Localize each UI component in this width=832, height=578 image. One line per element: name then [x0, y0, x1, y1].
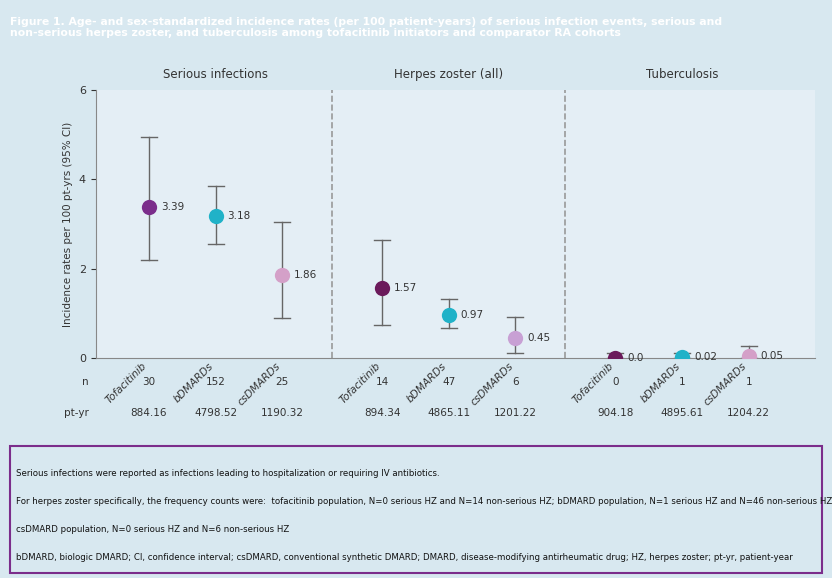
Text: n: n	[82, 377, 88, 387]
Text: 47: 47	[443, 377, 455, 387]
Text: For herpes zoster specifically, the frequency counts were:  tofacitinib populati: For herpes zoster specifically, the freq…	[17, 497, 832, 506]
Text: 1204.22: 1204.22	[727, 407, 770, 417]
Text: Tuberculosis: Tuberculosis	[646, 68, 718, 81]
Text: 884.16: 884.16	[131, 407, 167, 417]
Text: 0: 0	[612, 377, 619, 387]
Text: 152: 152	[206, 377, 225, 387]
Text: Serious infections were reported as infections leading to hospitalization or req: Serious infections were reported as infe…	[17, 469, 440, 478]
Text: Herpes zoster (all): Herpes zoster (all)	[394, 68, 503, 81]
Text: 0.45: 0.45	[527, 333, 551, 343]
Text: 1: 1	[745, 377, 752, 387]
Text: 4865.11: 4865.11	[428, 407, 470, 417]
Text: bDMARD, biologic DMARD; CI, confidence interval; csDMARD, conventional synthetic: bDMARD, biologic DMARD; CI, confidence i…	[17, 553, 793, 562]
Text: 1.86: 1.86	[295, 270, 318, 280]
Text: 904.18: 904.18	[597, 407, 634, 417]
Text: 0.05: 0.05	[760, 351, 784, 361]
Text: 1201.22: 1201.22	[494, 407, 537, 417]
Y-axis label: Incidence rates per 100 pt-yrs (95% CI): Incidence rates per 100 pt-yrs (95% CI)	[63, 121, 73, 327]
Text: 3.39: 3.39	[161, 202, 184, 212]
Text: Serious infections: Serious infections	[163, 68, 268, 81]
Text: 1190.32: 1190.32	[260, 407, 304, 417]
Text: 894.34: 894.34	[364, 407, 400, 417]
Text: 30: 30	[142, 377, 156, 387]
Text: 4895.61: 4895.61	[661, 407, 704, 417]
Text: Figure 1. Age- and sex-standardized incidence rates (per 100 patient-years) of s: Figure 1. Age- and sex-standardized inci…	[10, 17, 722, 38]
Text: 3.18: 3.18	[228, 211, 251, 221]
Text: 25: 25	[275, 377, 289, 387]
Text: 1.57: 1.57	[394, 283, 418, 293]
Text: 1: 1	[679, 377, 686, 387]
Text: 14: 14	[375, 377, 389, 387]
Text: csDMARD population, N=0 serious HZ and N=6 non-serious HZ: csDMARD population, N=0 serious HZ and N…	[17, 525, 290, 534]
Text: pt-yr: pt-yr	[63, 407, 88, 417]
Text: 6: 6	[513, 377, 519, 387]
Text: 4798.52: 4798.52	[194, 407, 237, 417]
Text: 0.02: 0.02	[694, 353, 717, 362]
Text: 0.0: 0.0	[627, 353, 644, 364]
Text: 0.97: 0.97	[461, 310, 484, 320]
